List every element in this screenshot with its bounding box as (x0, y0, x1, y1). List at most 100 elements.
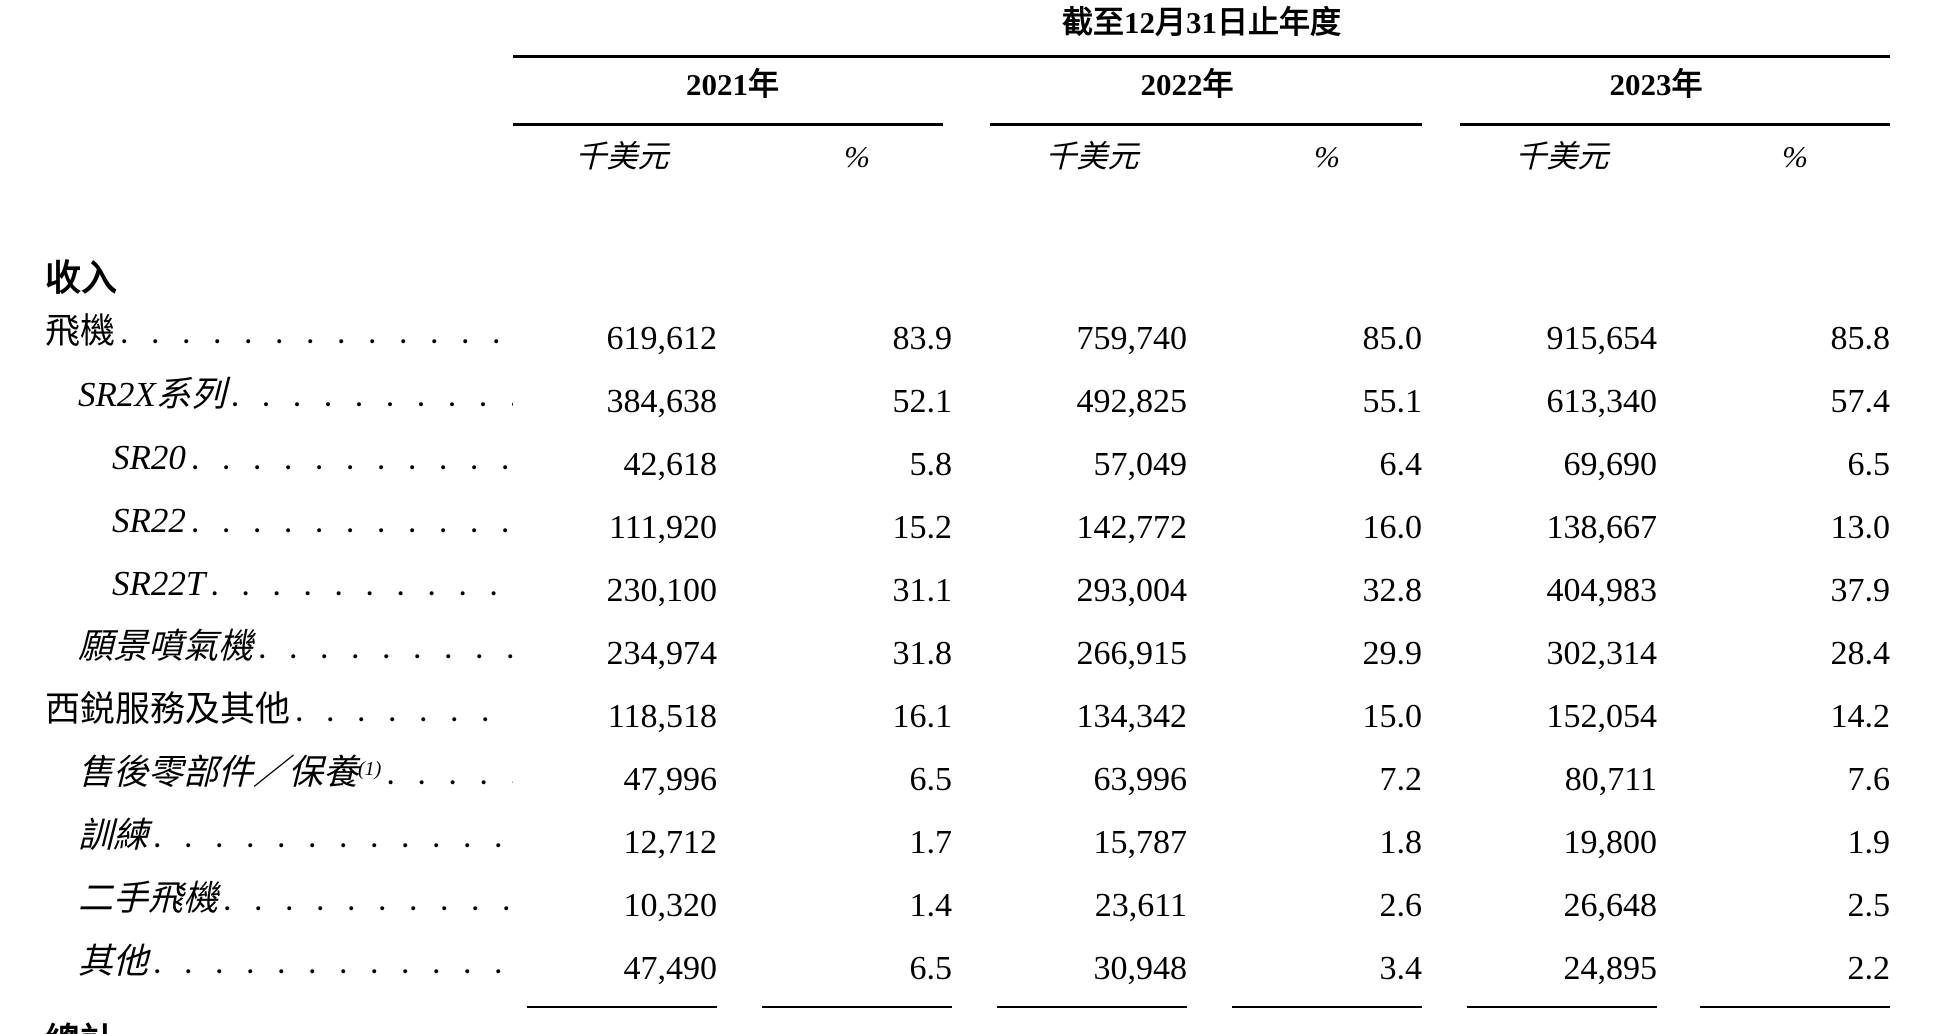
dot-leader (153, 809, 513, 871)
revenue-breakdown-table: 截至12月31日止年度 2021年 2022年 2023年 千美元 (45, 0, 1890, 1034)
percent-cell: 37.9 (1830, 572, 1891, 609)
row-label-cell: 售後零部件／保養(1) (45, 745, 513, 808)
percent-cell: 1.7 (909, 824, 953, 861)
total-top-rule (527, 1006, 717, 1008)
amount-cell: 57,049 (1093, 446, 1188, 483)
percent-label: % (1314, 139, 1340, 174)
period-header-row: 截至12月31日止年度 (45, 0, 1890, 58)
row-label-cell: 其他 (45, 934, 513, 997)
percent-cell: 6.5 (909, 950, 953, 987)
amount-cell: 234,974 (606, 635, 718, 672)
row-label-cell: 西鋭服務及其他 (45, 682, 513, 745)
amount-cell: 492,825 (1076, 383, 1188, 420)
amount-cell: 26,648 (1563, 887, 1658, 924)
table-row: 二手飛機 10,320 1.4 23,611 2.6 26,648 2.5 (45, 871, 1890, 934)
year-label: 2023年 (1609, 67, 1703, 102)
percent-cell: 2.5 (1847, 887, 1891, 924)
row-label-cell: 飛機 (45, 304, 513, 367)
row-label: 二手飛機 (78, 879, 219, 918)
table-row: SR22 111,920 15.2 142,772 16.0 138,667 1… (45, 493, 1890, 556)
row-label: 願景噴氣機 (78, 627, 254, 666)
percent-cell: 29.9 (1362, 635, 1423, 672)
table-row: 售後零部件／保養(1) 47,996 6.5 63,996 7.2 80,711… (45, 745, 1890, 808)
percent-cell: 52.1 (892, 383, 953, 420)
unit-label: 千美元 (1515, 139, 1609, 174)
amount-cell: 47,490 (623, 950, 718, 987)
row-label-cell: 願景噴氣機 (45, 619, 513, 682)
amount-cell: 759,740 (1076, 320, 1188, 357)
year-header-2021: 2021年 (513, 56, 952, 126)
percent-cell: 15.2 (892, 509, 953, 546)
amount-cell: 134,342 (1076, 698, 1188, 735)
row-label-cell: 二手飛機 (45, 871, 513, 934)
percent-cell: 32.8 (1362, 572, 1423, 609)
total-top-rule (1467, 1006, 1657, 1008)
percent-label: % (1782, 139, 1808, 174)
total-top-rule-cell (717, 997, 952, 1017)
year-header-2023: 2023年 (1422, 56, 1890, 126)
percent-cell: 15.0 (1362, 698, 1423, 735)
percent-cell: 6.5 (909, 761, 953, 798)
percent-cell: 6.5 (1847, 446, 1891, 483)
percent-cell: 55.1 (1362, 383, 1423, 420)
dot-leader (258, 620, 513, 682)
row-label: SR2X系列 (78, 375, 226, 414)
dot-leader (191, 494, 513, 556)
amount-cell: 80,711 (1564, 761, 1657, 798)
dot-leader (120, 1018, 513, 1034)
amount-cell: 138,667 (1546, 509, 1658, 546)
section-header-cell: 收入 (45, 186, 1890, 304)
row-label: 訓練 (78, 816, 149, 855)
total-top-rule-cell (1422, 997, 1657, 1017)
dot-leader (153, 935, 513, 997)
percent-cell: 13.0 (1830, 509, 1891, 546)
percent-cell: 7.6 (1847, 761, 1891, 798)
row-label: 其他 (78, 942, 149, 981)
spacer-cell (45, 0, 513, 56)
amount-cell: 24,895 (1563, 950, 1658, 987)
spacer-cell (45, 56, 513, 126)
percent-header-cell: % (717, 126, 952, 186)
table-row: 願景噴氣機 234,974 31.8 266,915 29.9 302,314 … (45, 619, 1890, 682)
percent-cell: 16.0 (1362, 509, 1423, 546)
dot-leader (223, 872, 513, 934)
unit-label: 千美元 (575, 139, 669, 174)
amount-cell: 152,054 (1546, 698, 1658, 735)
row-label-cell: SR20 (45, 430, 513, 493)
row-label: SR20 (112, 438, 186, 477)
dot-leader (295, 683, 513, 745)
footnote-marker: (1) (358, 758, 382, 780)
revenue-table-body: 飛機 619,612 83.9 759,740 85.0 915,654 85.… (45, 304, 1890, 997)
total-top-rule (762, 1006, 952, 1008)
total-top-rule (1232, 1006, 1422, 1008)
table-row: SR20 42,618 5.8 57,049 6.4 69,690 6.5 (45, 430, 1890, 493)
table-row: SR2X系列 384,638 52.1 492,825 55.1 613,340… (45, 367, 1890, 430)
row-label: 售後零部件／保養(1) (78, 753, 382, 792)
dot-leader (231, 368, 513, 430)
amount-cell: 613,340 (1546, 383, 1658, 420)
unit-header-cell: 千美元 (952, 126, 1187, 186)
amount-cell: 619,612 (606, 320, 718, 357)
percent-label: % (844, 139, 870, 174)
table-row: 飛機 619,612 83.9 759,740 85.0 915,654 85.… (45, 304, 1890, 367)
amount-cell: 63,996 (1093, 761, 1188, 798)
percent-cell: 1.4 (909, 887, 953, 924)
dot-leader (120, 305, 513, 367)
amount-cell: 47,996 (623, 761, 718, 798)
unit-header-cell: 千美元 (513, 126, 717, 186)
amount-cell: 23,611 (1094, 887, 1187, 924)
row-label-cell: SR22T (45, 556, 513, 619)
table-row: 其他 47,490 6.5 30,948 3.4 24,895 2.2 (45, 934, 1890, 997)
total-amount-cell: 894,082 (952, 1017, 1188, 1034)
amount-cell: 111,920 (609, 509, 717, 546)
amount-cell: 302,314 (1546, 635, 1658, 672)
amount-cell: 142,772 (1076, 509, 1188, 546)
spacer-cell (45, 997, 513, 1017)
spacer-cell (45, 126, 513, 186)
total-row: 總計 738,130 100.0 894,082 100.0 1,067,708… (45, 1017, 1890, 1034)
amount-cell: 230,100 (606, 572, 718, 609)
row-label-cell: SR22 (45, 493, 513, 556)
percent-cell: 28.4 (1830, 635, 1891, 672)
dot-leader (386, 746, 513, 808)
